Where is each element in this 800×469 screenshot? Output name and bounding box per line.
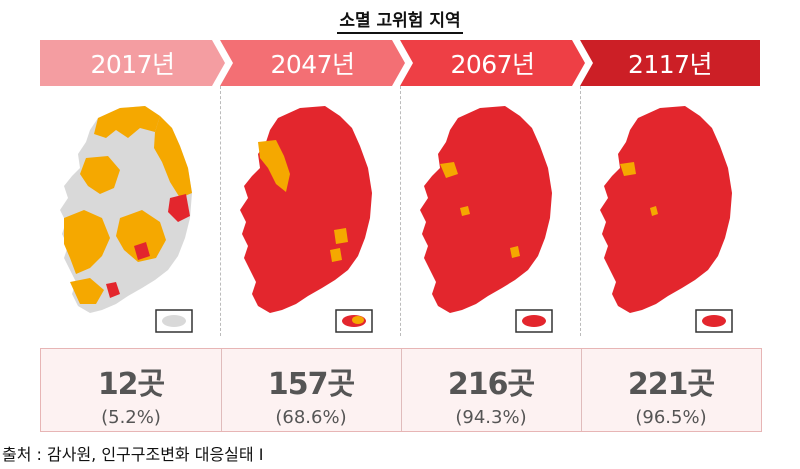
stat-separator [401, 349, 402, 431]
stat-percent: (5.2%) [101, 407, 161, 428]
year-label: 2117년 [627, 50, 713, 79]
korea-map-2067 [420, 106, 553, 333]
year-label: 2017년 [90, 50, 175, 79]
stat-separator [221, 349, 222, 431]
stat-percent: (96.5%) [635, 407, 707, 428]
stat-count: 221곳 [627, 367, 715, 402]
stats-box: 12곳 (5.2%) 157곳 (68.6%) 216곳 (94.3%) 221… [40, 348, 762, 432]
banner-arrow [400, 40, 585, 86]
year-label: 2067년 [450, 50, 535, 79]
korea-map-2017 [60, 106, 193, 333]
banner-arrow [220, 40, 405, 86]
stat-count: 12곳 [97, 367, 165, 402]
stat-2067: 216곳 (94.3%) [401, 349, 581, 431]
panel-divider [400, 86, 401, 336]
banner-arrow [580, 40, 760, 86]
panel-2067: 2067년 [400, 36, 585, 432]
banner-arrow [40, 40, 225, 86]
stat-count: 216곳 [447, 367, 535, 402]
stat-separator [581, 349, 582, 431]
stat-2047: 157곳 (68.6%) [221, 349, 401, 431]
panel-divider [220, 86, 221, 336]
panel-2117: 2117년 [580, 36, 760, 432]
korea-map-2047 [240, 106, 373, 333]
source-caption: 출처 : 감사원, 인구구조변화 대응실태 Ⅰ [2, 445, 264, 464]
stat-2017: 12곳 (5.2%) [41, 349, 221, 431]
panel-2017: 2017년 [40, 36, 225, 432]
page-title: 소멸 고위험 지역 [0, 6, 800, 34]
stat-count: 157곳 [267, 367, 355, 402]
stat-percent: (68.6%) [275, 407, 347, 428]
stat-2117: 221곳 (96.5%) [581, 349, 761, 431]
year-label: 2047년 [270, 50, 355, 79]
panel-2047: 2047년 [220, 36, 405, 432]
stat-percent: (94.3%) [455, 407, 527, 428]
panel-divider [580, 86, 581, 336]
korea-map-2117 [600, 106, 733, 333]
